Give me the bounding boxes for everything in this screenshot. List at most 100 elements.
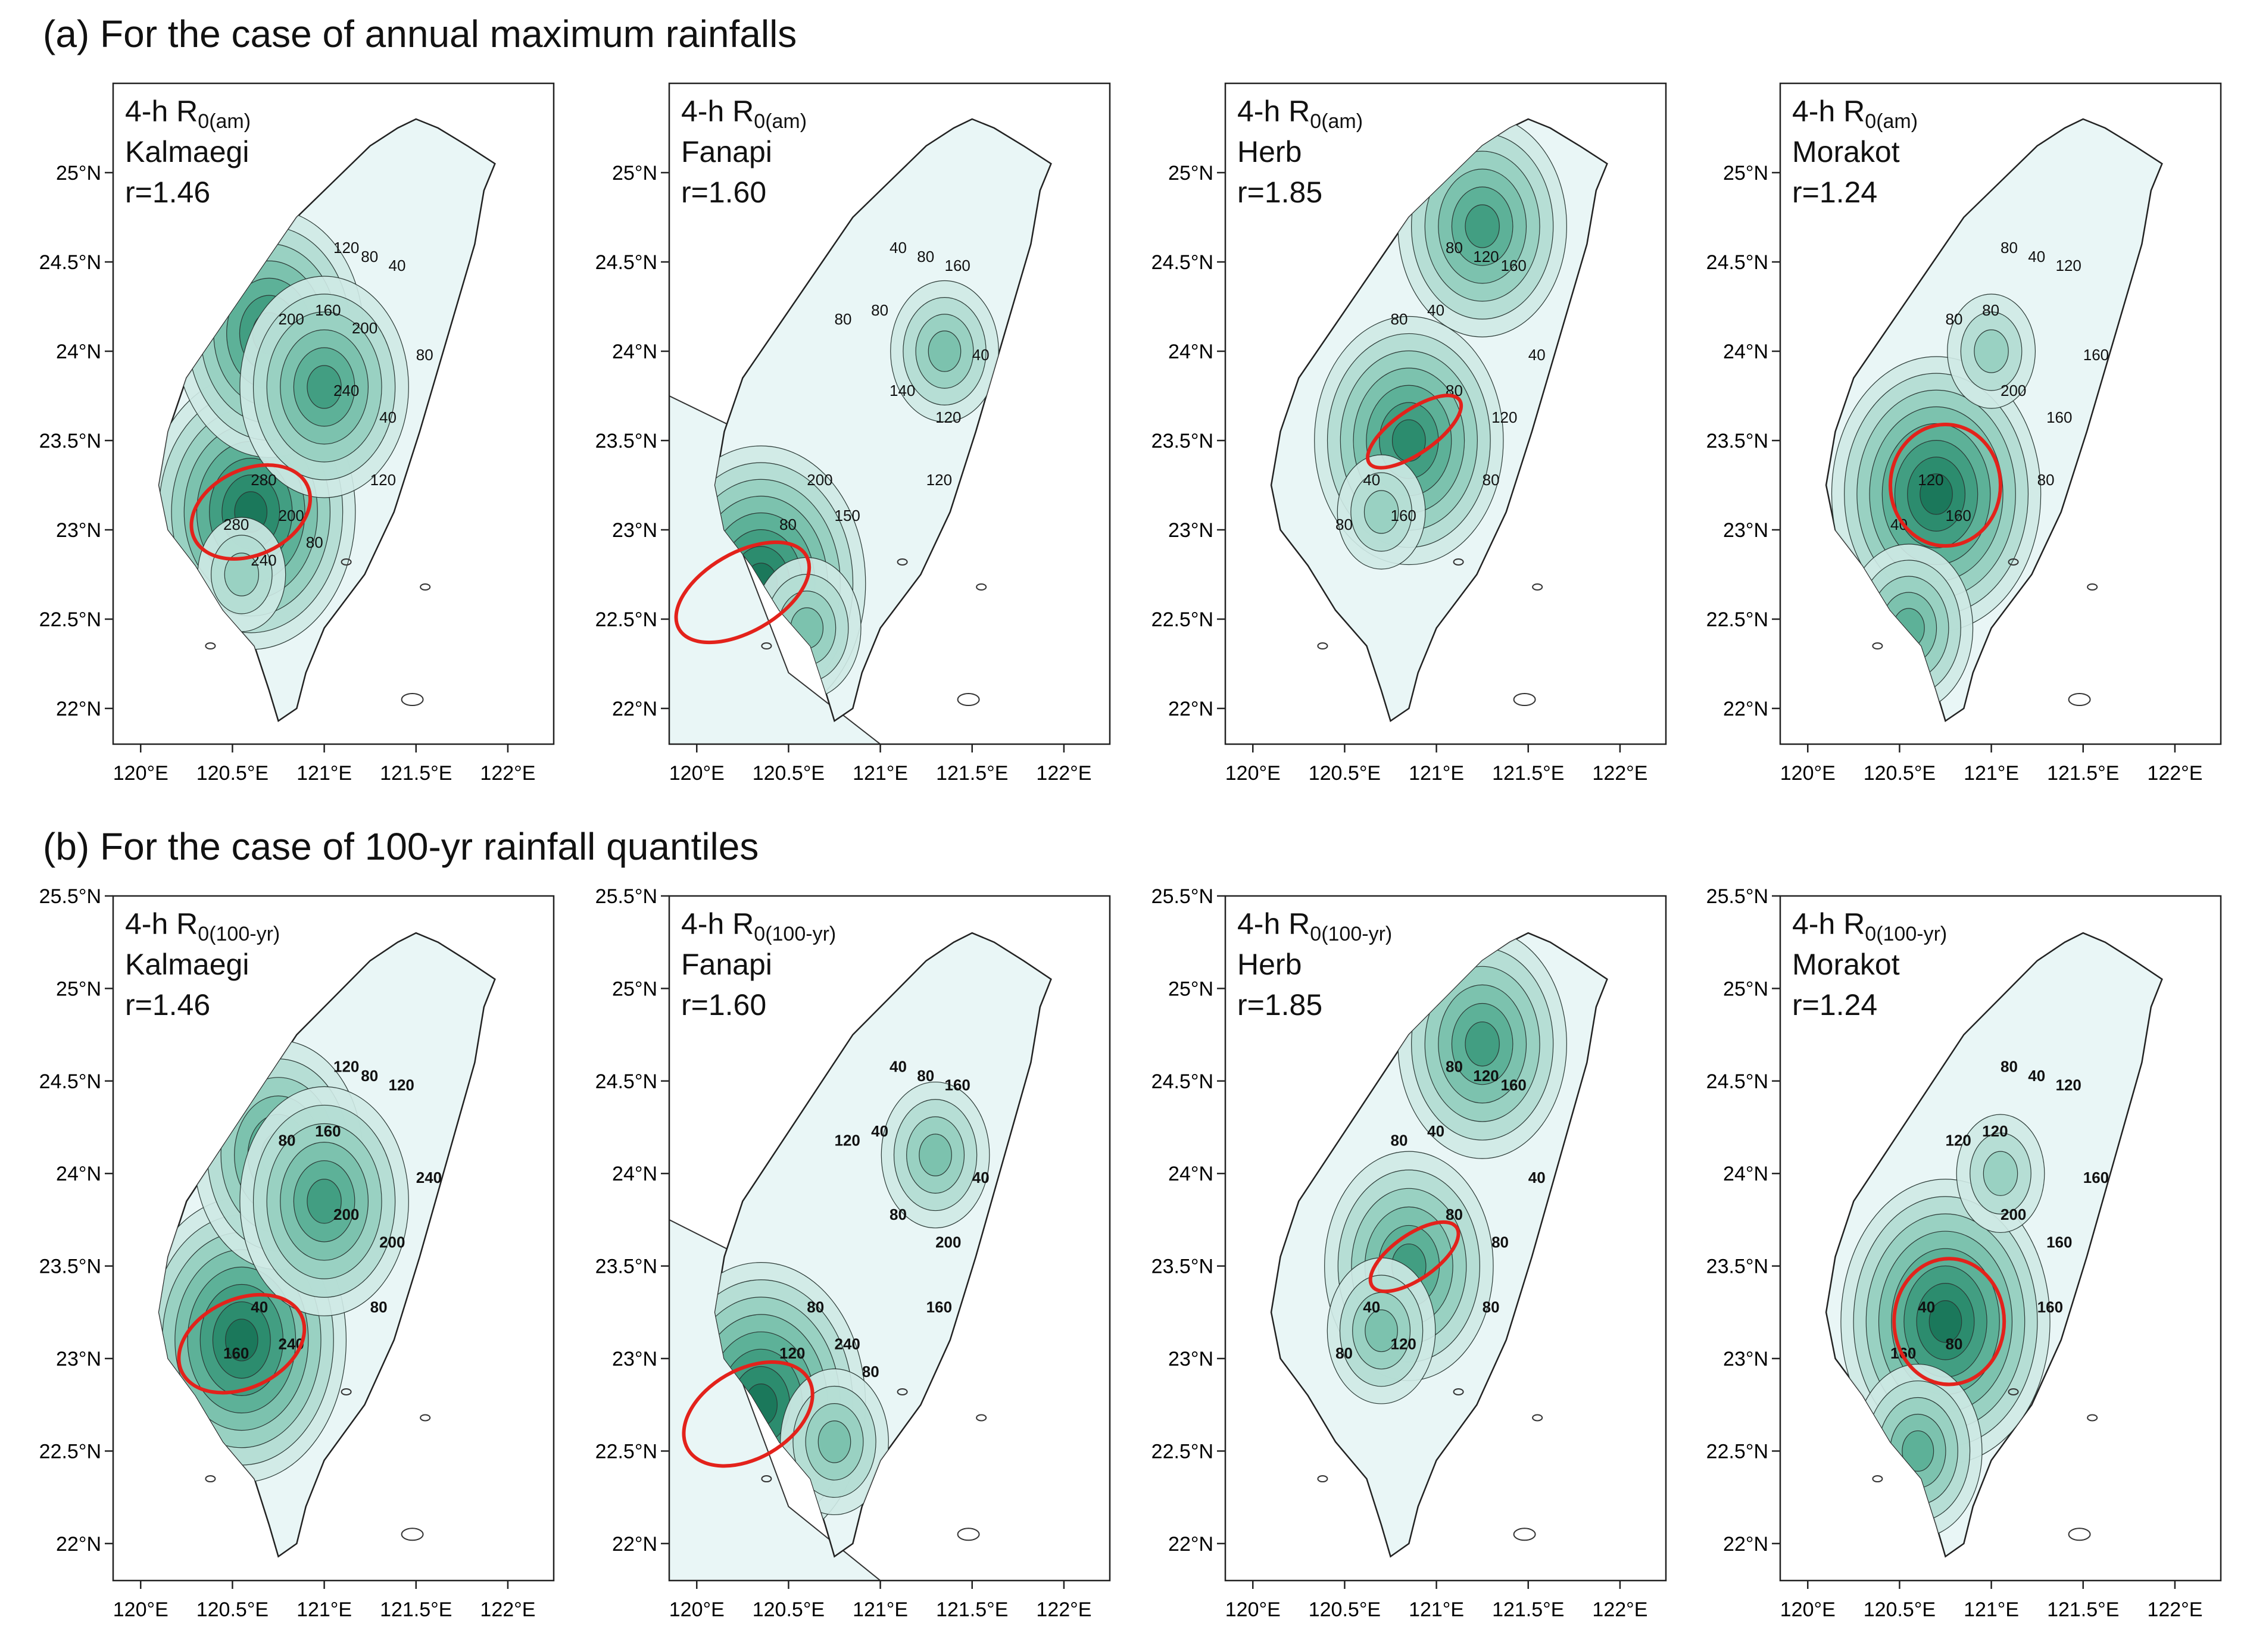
contour-label: 120 [779,1344,805,1362]
contour-label: 140 [890,382,915,399]
lat-tick-label: 22°N [1168,698,1213,720]
map-frame [1224,82,1667,745]
typhoon-name: Morakot [1792,948,1900,981]
lat-tick-label: 22°N [1168,1533,1213,1556]
islet [1513,693,1536,706]
contour-label: 200 [935,1233,961,1251]
typhoon-name: Morakot [1792,135,1900,168]
lon-tick-label: 121°E [1964,762,2019,785]
contour-label: 160 [945,1076,970,1094]
contour-label: 40 [1427,1122,1444,1140]
lon-tick-label: 121°E [1409,1598,1464,1621]
contour-label: 160 [315,1122,341,1140]
contour-label: 80 [862,1363,879,1381]
lat-tick-label: 22°N [612,698,657,720]
lat-tick-label: 25°N [56,162,101,185]
islet [761,642,772,649]
lon-tick-label: 122°E [480,762,535,785]
r-subscript: 0(100-yr) [198,923,280,945]
contour-label: 40 [1427,301,1444,319]
islet [2087,1414,2098,1422]
duration-label: 4-h R0(am) [681,96,807,132]
contour-label: 80 [370,1298,388,1316]
map-panel-b-fanapi: 40 80 160 120 40 40 80 80 240 200 120 160 80 120°E 120… [595,885,1205,1646]
contour-label: 120 [835,1132,860,1150]
islet [420,583,431,591]
contour-label: 80 [779,516,797,533]
r-subscript: 0(am) [1865,110,1918,133]
lon-tick-label: 121°E [1964,1598,2019,1621]
lon-tick-label: 120.5°E [753,762,825,785]
contour-label: 160 [945,257,970,274]
lat-tick-label: 24.5°N [595,1070,657,1093]
lat-tick-label: 24°N [612,341,657,363]
lat-tick-label: 24°N [1168,341,1213,363]
contour-label: 80 [1335,1344,1353,1362]
lat-tick-label: 23°N [1723,519,1768,542]
r-subscript: 0(100-yr) [1865,923,1948,945]
islet [897,558,908,566]
lat-tick-label: 25.5°N [39,885,101,908]
contour-label: 120 [2056,257,2081,274]
islet [957,693,980,706]
contour-label: 80 [1483,1298,1500,1316]
highlight-ellipse [1368,1220,1460,1294]
contour-label: 40 [871,1122,888,1140]
highlight-ellipse [1889,423,2002,548]
contour-label: 120 [2056,1076,2081,1094]
contour-label: 40 [1363,1298,1380,1316]
r-subscript: 0(100-yr) [1310,923,1393,945]
lat-tick-label: 22.5°N [1151,1440,1213,1463]
rainfall-field [1831,293,2042,713]
lat-tick-label: 22.5°N [1706,608,1768,631]
contour-label: 240 [835,1335,860,1353]
lon-tick-label: 121.5°E [380,762,452,785]
typhoon-name: Kalmaegi [125,135,249,168]
lat-tick-label: 23.5°N [1706,1256,1768,1278]
lon-tick-label: 120°E [669,1598,725,1621]
r-symbol: R [732,907,754,941]
islet [1513,1528,1536,1541]
lon-tick-label: 120.5°E [1864,762,1936,785]
contour-ring [817,1420,851,1463]
contour-label: 80 [1946,1335,1963,1353]
lat-tick-label: 24°N [1723,1163,1768,1185]
lat-tick-label: 22.5°N [595,608,657,631]
contour-label: 120 [1473,248,1499,266]
lon-tick-label: 120.5°E [753,1598,825,1621]
lat-tick-label: 25.5°N [595,885,657,908]
lat-tick-label: 23°N [56,1348,101,1370]
lat-tick-label: 23.5°N [1706,430,1768,452]
islet [205,1475,216,1483]
contour-label: 240 [333,382,359,399]
islet [1453,558,1464,566]
contour-label: 160 [2083,346,2109,364]
islet [341,1388,352,1395]
highlight-ellipse [177,1292,307,1395]
contour-label: 40 [2028,1067,2045,1085]
contour-label: 80 [835,310,852,328]
contour-label: 160 [2046,1233,2072,1251]
contour-label: 160 [315,301,341,319]
lat-tick-label: 23.5°N [1151,430,1213,452]
contour-label: 40 [890,239,907,257]
lat-tick-label: 24°N [1168,1163,1213,1185]
duration: 4-h [125,907,177,941]
lon-tick-label: 120°E [1225,762,1281,785]
lat-tick-label: 23°N [612,1348,657,1370]
highlight-ellipse [1366,394,1463,470]
contour-label: 80 [1391,1132,1408,1150]
lon-tick-label: 120°E [1225,1598,1281,1621]
contour-label: 80 [917,1067,934,1085]
contour-label: 120 [926,471,952,489]
ratio-value: r=1.46 [125,176,211,209]
lon-tick-label: 121.5°E [2047,1598,2119,1621]
contour-ring [1465,204,1500,248]
contour-label: 40 [1528,1169,1546,1186]
lon-tick-label: 122°E [1036,762,1091,785]
contour-label: 40 [1918,1298,1935,1316]
